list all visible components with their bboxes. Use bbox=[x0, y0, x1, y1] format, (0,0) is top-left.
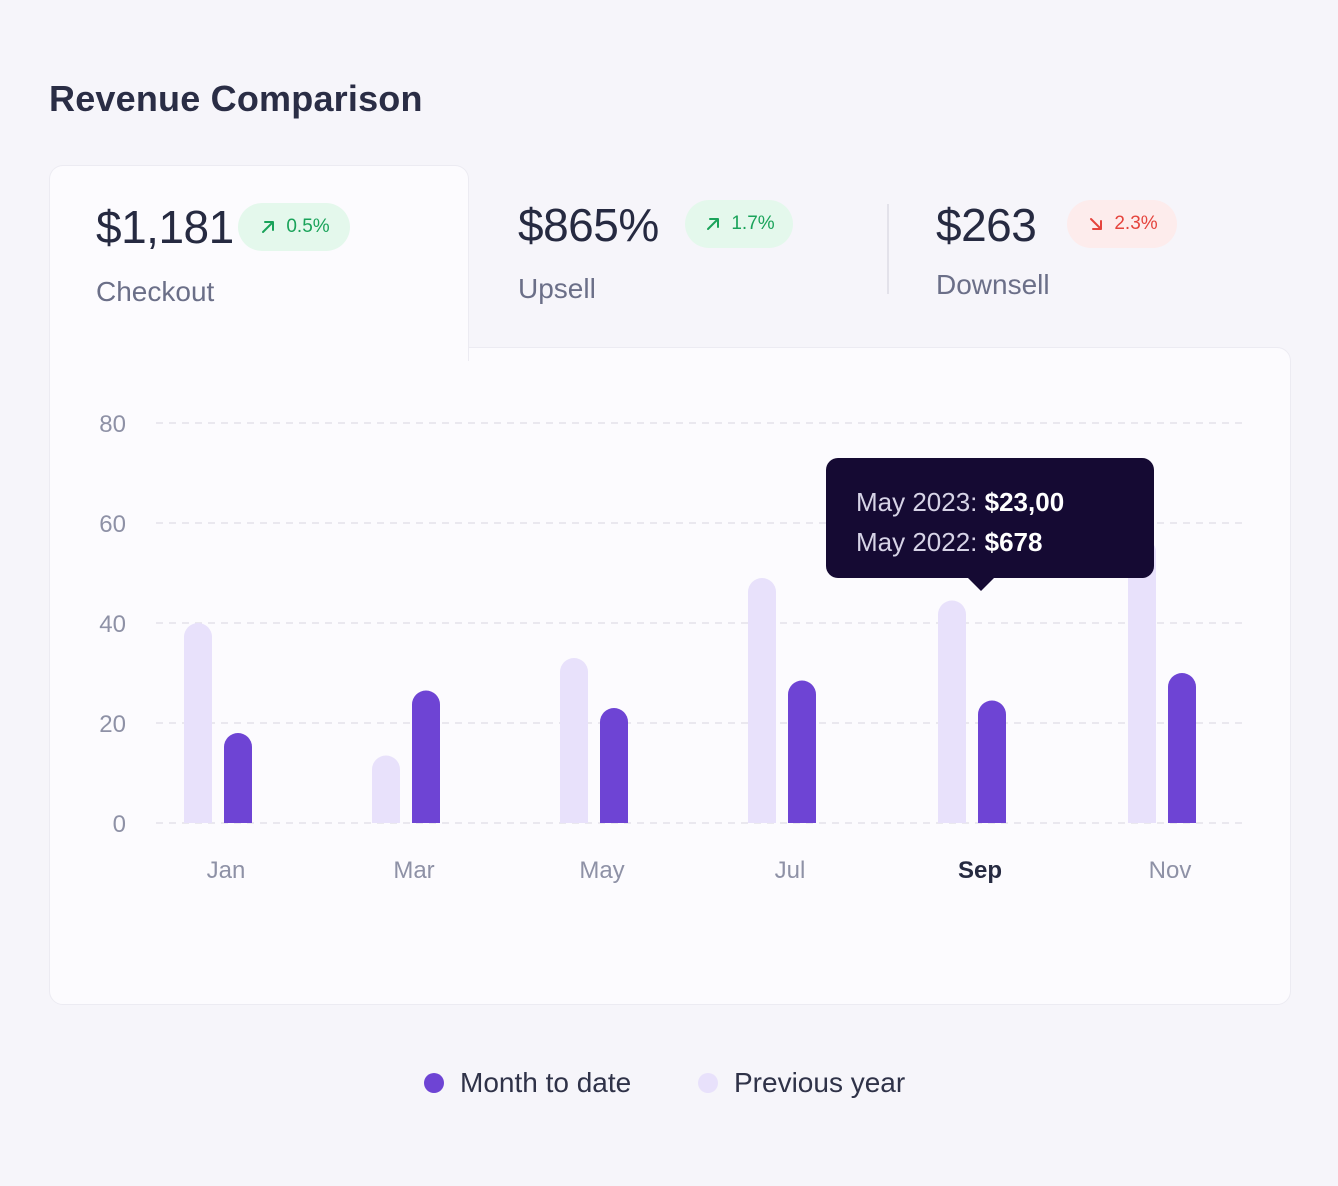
bar-current-may[interactable] bbox=[600, 708, 628, 823]
bar-current-jan[interactable] bbox=[224, 733, 252, 823]
checkout-value: $1,181 bbox=[96, 201, 234, 253]
tooltip-previous-label: May 2022: bbox=[856, 527, 985, 557]
y-tick-label: 60 bbox=[99, 511, 126, 538]
legend-dot-previous bbox=[698, 1073, 718, 1093]
tooltip-line-previous: May 2022: $678 bbox=[856, 522, 1124, 562]
tooltip-current-label: May 2023: bbox=[856, 487, 985, 517]
legend-label-previous: Previous year bbox=[734, 1067, 906, 1098]
y-tick-label: 80 bbox=[99, 411, 126, 438]
legend-dot-current bbox=[424, 1073, 444, 1093]
bar-previous-jan[interactable] bbox=[184, 623, 212, 823]
chart-card bbox=[49, 347, 1291, 1005]
x-tick-label: May bbox=[579, 857, 624, 884]
bar-current-mar[interactable] bbox=[412, 690, 440, 824]
bar-chart: 0 20 40 60 80 Jan Mar May Jul Sep Nov bbox=[99, 411, 1245, 884]
downsell-change-badge: 2.3% bbox=[1067, 200, 1177, 248]
bar-previous-may[interactable] bbox=[560, 658, 588, 823]
y-tick-label: 20 bbox=[99, 711, 126, 738]
downsell-change-text: 2.3% bbox=[1114, 213, 1158, 234]
legend-label-current: Month to date bbox=[460, 1067, 632, 1098]
y-tick-label: 0 bbox=[113, 811, 126, 838]
bar-current-jul[interactable] bbox=[788, 680, 816, 824]
x-tick-label: Jan bbox=[207, 857, 246, 884]
page-title: Revenue Comparison bbox=[49, 78, 423, 119]
arrow-up-right-icon bbox=[262, 221, 275, 233]
tooltip-previous-value: $678 bbox=[984, 527, 1043, 557]
y-tick-label: 40 bbox=[99, 611, 126, 638]
bar-current-sep[interactable] bbox=[978, 700, 1006, 823]
legend-item-previous[interactable]: Previous year bbox=[698, 1067, 905, 1099]
upsell-label: Upsell bbox=[518, 273, 596, 304]
x-tick-label: Nov bbox=[1149, 857, 1192, 884]
arrow-up-right-icon bbox=[707, 218, 720, 230]
arrow-down-right-icon bbox=[1090, 218, 1103, 230]
downsell-value: $263 bbox=[936, 199, 1037, 251]
chart-tooltip: May 2023: $23,00 May 2022: $678 bbox=[826, 458, 1154, 591]
x-tick-label: Jul bbox=[775, 857, 806, 884]
upsell-change-text: 1.7% bbox=[731, 213, 775, 234]
checkout-label: Checkout bbox=[96, 276, 215, 307]
bar-previous-jul[interactable] bbox=[748, 578, 776, 823]
upsell-change-badge: 1.7% bbox=[685, 200, 793, 248]
bar-previous-mar[interactable] bbox=[372, 755, 401, 824]
tab-checkout[interactable] bbox=[49, 165, 469, 361]
bar-previous-nov[interactable] bbox=[1128, 538, 1156, 823]
checkout-change-text: 0.5% bbox=[286, 216, 330, 237]
legend-item-current[interactable]: Month to date bbox=[424, 1067, 631, 1099]
tooltip-current-value: $23,00 bbox=[984, 487, 1065, 517]
checkout-change-badge: 0.5% bbox=[238, 203, 350, 251]
chart-legend: Month to date Previous year bbox=[0, 1067, 1338, 1107]
tab-divider bbox=[887, 204, 889, 294]
downsell-label: Downsell bbox=[936, 269, 1050, 300]
bar-current-nov[interactable] bbox=[1168, 673, 1196, 823]
x-tick-label: Sep bbox=[958, 857, 1002, 884]
x-tick-label: Mar bbox=[393, 857, 434, 884]
tooltip-line-current: May 2023: $23,00 bbox=[856, 482, 1124, 522]
upsell-value: $865% bbox=[518, 199, 659, 251]
bar-previous-sep[interactable] bbox=[938, 600, 966, 823]
